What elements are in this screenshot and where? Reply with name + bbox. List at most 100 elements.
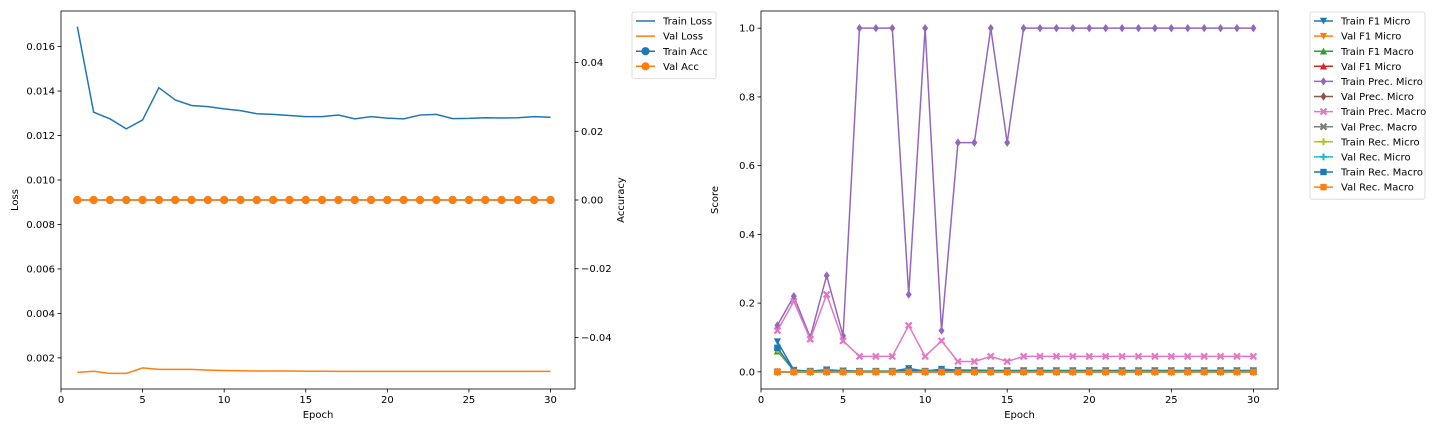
data-point: [1052, 352, 1061, 361]
legend-item: Train Loss: [636, 17, 712, 28]
legend-swatch-marker: [1320, 92, 1327, 101]
y-tick-label: 0.004: [26, 309, 55, 320]
data-point: [448, 195, 457, 205]
legend-item: Val Prec. Macro: [1314, 122, 1417, 133]
series-line: [77, 367, 551, 375]
data-point: [1118, 368, 1126, 376]
legend-label: Train Prec. Micro: [1340, 77, 1423, 88]
y-tick-label: 0.012: [26, 131, 55, 142]
x-tick-label: 5: [840, 395, 846, 406]
data-point: [1168, 23, 1175, 33]
data-point: [497, 195, 506, 205]
data-point: [269, 195, 278, 205]
series-train-loss: [76, 26, 551, 130]
series-val-loss: [77, 367, 551, 375]
data-point: [922, 23, 929, 33]
legend-swatch-marker: [641, 47, 650, 56]
data-point: [905, 290, 912, 299]
y-tick-label: 1.0: [739, 24, 755, 35]
legend-item: Train Prec. Micro: [1314, 77, 1423, 88]
data-point: [1036, 352, 1044, 361]
legend: Train Loss Val Loss Train Acc Val Acc: [631, 11, 717, 79]
data-point: [1069, 368, 1077, 376]
data-point: [1167, 352, 1176, 361]
x-axis-label: Epoch: [303, 410, 334, 421]
data-point: [1250, 23, 1257, 33]
y-axis-label: Loss: [10, 189, 21, 211]
y-tick-label: 0.010: [26, 175, 55, 186]
data-point: [1183, 352, 1192, 361]
data-point: [1086, 368, 1093, 376]
x-axis-label: Epoch: [1004, 410, 1035, 421]
x-tick-label: 25: [463, 395, 476, 406]
legend-label: Train Prec. Macro: [1340, 107, 1426, 118]
series-line: [776, 27, 1254, 340]
legend-swatch-marker: [1320, 153, 1327, 161]
legend-swatch-marker: [1319, 32, 1328, 40]
data-point: [187, 195, 196, 205]
data-point: [971, 368, 978, 376]
data-point: [872, 368, 880, 376]
legend-item: Val Rec. Micro: [1314, 153, 1411, 164]
legend-frame: [631, 11, 717, 79]
data-point: [1151, 352, 1159, 361]
legend-item: Val F1 Micro: [1314, 62, 1401, 73]
data-point: [1151, 368, 1159, 376]
series-line: [776, 349, 1254, 373]
data-point: [1102, 23, 1109, 33]
legend-item: Train F1 Macro: [1314, 47, 1414, 58]
plot-area: [760, 10, 1279, 390]
data-point: [822, 290, 831, 299]
data-point: [987, 352, 995, 361]
series-train-prec-macro: [773, 290, 1258, 366]
data-point: [317, 195, 327, 205]
data-point: [1036, 368, 1044, 376]
data-point: [954, 138, 961, 147]
data-point: [220, 195, 229, 205]
data-point: [889, 368, 896, 376]
legend-item: Val Loss: [636, 32, 703, 43]
data-point: [921, 352, 929, 361]
data-point: [806, 335, 815, 343]
legend-label: Val Prec. Micro: [1341, 92, 1414, 103]
data-point: [1233, 352, 1241, 361]
data-point: [823, 271, 830, 280]
data-point: [399, 195, 408, 205]
legend-item: Train Rec. Micro: [1314, 137, 1420, 148]
data-point: [1134, 352, 1143, 361]
legend-swatch-marker: [1319, 17, 1328, 25]
series-line: [776, 292, 1254, 363]
data-point: [530, 195, 539, 205]
legend-label: Val Rec. Micro: [1341, 153, 1411, 164]
y-tick-label: 0.002: [26, 353, 55, 364]
data-point: [1118, 352, 1126, 361]
data-point: [904, 321, 913, 330]
legend-label: Train Rec. Micro: [1340, 137, 1420, 148]
data-point: [138, 195, 147, 205]
data-point: [1250, 368, 1257, 376]
data-point: [839, 368, 847, 376]
data-point: [301, 195, 310, 205]
x-tick-label: 30: [544, 395, 557, 406]
data-point: [350, 195, 359, 205]
x-tick-label: 0: [58, 395, 64, 406]
data-point: [1119, 23, 1126, 33]
legend-item: Train F1 Micro: [1314, 17, 1410, 28]
data-point: [823, 368, 830, 376]
data-point: [790, 297, 798, 306]
data-point: [1184, 23, 1191, 33]
x-tick-label: 25: [1165, 395, 1178, 406]
data-point: [285, 195, 294, 205]
legend-swatch-marker: [1319, 107, 1328, 116]
data-point: [1053, 23, 1060, 33]
legend-swatch-marker: [641, 62, 650, 71]
data-point: [839, 337, 847, 345]
data-point: [203, 195, 212, 205]
data-point: [1233, 23, 1240, 33]
data-point: [236, 195, 245, 205]
data-point: [987, 368, 994, 376]
data-point: [987, 23, 994, 33]
x-tick-label: 15: [299, 395, 312, 406]
data-point: [970, 357, 979, 366]
